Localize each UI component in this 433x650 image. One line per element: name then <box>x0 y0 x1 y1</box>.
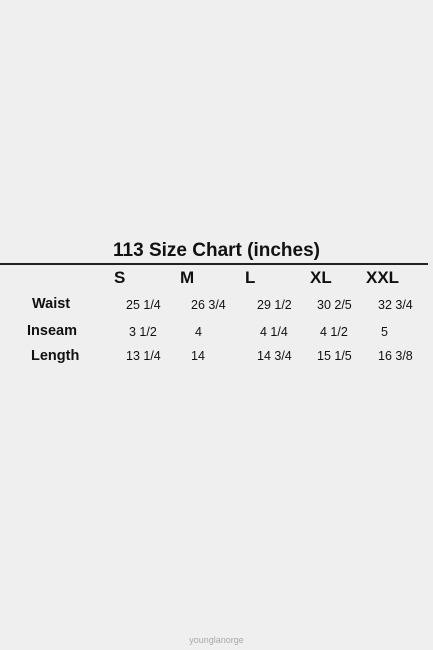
row-label-inseam: Inseam <box>27 323 77 339</box>
inseam-l-value: 4 1/4 <box>260 325 288 339</box>
inseam-xxl-value: 5 <box>381 325 388 339</box>
length-xxl-value: 16 3/8 <box>378 349 413 363</box>
title-divider <box>0 263 428 265</box>
length-m-value: 14 <box>191 349 205 363</box>
waist-l-value: 29 1/2 <box>257 298 292 312</box>
watermark: younglanorge <box>189 635 244 645</box>
waist-xl-value: 30 2/5 <box>317 298 352 312</box>
waist-xxl-value: 32 3/4 <box>378 298 413 312</box>
inseam-xl-value: 4 1/2 <box>320 325 348 339</box>
waist-s-value: 25 1/4 <box>126 298 161 312</box>
waist-m-value: 26 3/4 <box>191 298 226 312</box>
row-label-waist: Waist <box>32 296 71 312</box>
row-label-length: Length <box>31 348 80 364</box>
inseam-m-value: 4 <box>195 325 202 339</box>
length-s-value: 13 1/4 <box>126 349 161 363</box>
size-header-xl: XL <box>310 268 332 287</box>
size-header-m: M <box>180 268 195 287</box>
size-header-s: S <box>114 268 126 287</box>
size-header-xxl: XXL <box>366 268 400 287</box>
length-l-value: 14 3/4 <box>257 349 292 363</box>
length-xl-value: 15 1/5 <box>317 349 352 363</box>
size-header-l: L <box>245 268 256 287</box>
chart-title: 113 Size Chart (inches) <box>113 240 320 261</box>
inseam-s-value: 3 1/2 <box>129 325 157 339</box>
